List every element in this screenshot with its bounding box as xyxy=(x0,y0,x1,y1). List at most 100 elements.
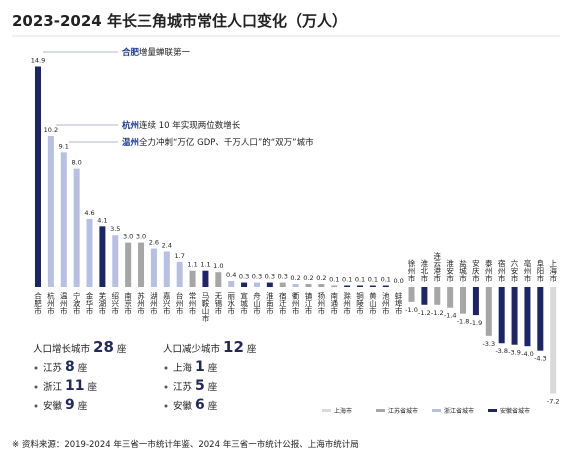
bullet xyxy=(164,385,168,389)
value-label: 14.9 xyxy=(31,56,45,64)
bar xyxy=(511,287,518,345)
item-unit: 座 xyxy=(88,381,98,393)
item-unit: 座 xyxy=(208,400,218,412)
bar xyxy=(447,287,454,308)
annotation-text: 增量蝉联第一 xyxy=(139,47,191,58)
annotation: 杭州连续 10 年实现两位数增长 xyxy=(122,120,241,131)
value-label: -1.8 xyxy=(457,318,470,326)
category-label: 丽水市 xyxy=(226,292,235,316)
summary-item: 浙江 11 座 xyxy=(43,378,98,394)
annotation: 温州全力冲刺“万亿 GDP、千万人口”的“双万”城市 xyxy=(122,137,314,148)
bar xyxy=(550,287,557,394)
bullet xyxy=(34,385,38,389)
value-label: 0.3 xyxy=(252,273,262,281)
item-label: 安徽 xyxy=(173,400,193,412)
bar xyxy=(382,285,389,287)
value-label: -1.2 xyxy=(418,309,431,317)
bar xyxy=(537,287,544,351)
value-label: -1.4 xyxy=(444,312,457,320)
category-label: 蚌埠市 xyxy=(394,291,403,316)
bar xyxy=(408,287,415,302)
value-label: -3.9 xyxy=(508,349,521,357)
category-label: 苏州市 xyxy=(136,291,145,316)
item-count: 8 xyxy=(65,359,75,375)
category-label: 宣城市 xyxy=(239,291,248,316)
annotation-highlight: 温州 xyxy=(122,137,139,148)
category-label: 芜湖市 xyxy=(98,291,107,316)
item-count: 1 xyxy=(195,359,205,375)
summary-count: 12 xyxy=(223,338,244,356)
value-label: 4.1 xyxy=(97,216,107,224)
summary-item: 江苏 5 座 xyxy=(173,378,218,394)
annotation-text: 连续 10 年实现两位数增长 xyxy=(139,120,241,131)
annotation-highlight: 杭州 xyxy=(122,120,139,131)
category-label: 马鞍山市 xyxy=(201,292,210,324)
bar xyxy=(279,282,286,287)
value-label: 0.2 xyxy=(303,274,313,282)
item-label: 江苏 xyxy=(173,381,193,393)
bar xyxy=(253,282,260,287)
value-label: 0.0 xyxy=(393,277,403,285)
category-label: 滁州市 xyxy=(342,291,351,316)
bar xyxy=(421,287,428,305)
bar xyxy=(73,168,80,287)
bar xyxy=(305,284,312,287)
category-label: 扬州市 xyxy=(317,291,326,316)
legend-label: 上海市 xyxy=(334,407,352,415)
value-label: -1.2 xyxy=(431,309,444,317)
bar xyxy=(228,281,235,287)
summary-unit: 座 xyxy=(117,343,127,355)
bar xyxy=(112,235,119,287)
bar xyxy=(434,287,441,305)
legend-label: 安徽省城市 xyxy=(500,407,530,415)
category-label: 淮北市 xyxy=(420,258,429,283)
item-count: 11 xyxy=(65,378,84,394)
summary-label: 人口减少城市 xyxy=(163,343,221,355)
category-label: 泰州市 xyxy=(484,258,493,283)
bar xyxy=(344,285,351,287)
value-label: 0.2 xyxy=(316,274,326,282)
bar xyxy=(35,66,41,287)
bar xyxy=(125,242,132,287)
item-count: 5 xyxy=(195,378,205,394)
value-label: -1.0 xyxy=(405,306,418,314)
value-label: 0.1 xyxy=(342,276,352,284)
annotation-text: 全力冲刺“万亿 GDP、千万人口”的“双万”城市 xyxy=(139,137,314,148)
value-label: 0.3 xyxy=(278,273,288,281)
category-label: 黄山市 xyxy=(368,291,377,316)
category-label: 湖州市 xyxy=(149,292,158,316)
value-label: 0.1 xyxy=(368,276,378,284)
value-label: -4.3 xyxy=(534,355,547,363)
bar xyxy=(472,287,479,316)
item-unit: 座 xyxy=(208,362,218,374)
value-label: -3.3 xyxy=(482,340,495,348)
category-label: 镇江市 xyxy=(304,291,313,316)
summary-count: 28 xyxy=(93,338,114,356)
legend-label: 江苏省城市 xyxy=(388,407,418,415)
bar xyxy=(241,282,248,287)
bar xyxy=(524,287,531,347)
legend-label: 浙江省城市 xyxy=(444,407,474,415)
bar xyxy=(138,242,145,287)
category-label: 合肥市 xyxy=(33,291,42,316)
bar xyxy=(86,218,93,287)
summary-item: 上海 1 座 xyxy=(173,359,218,375)
value-label: 4.6 xyxy=(84,209,94,217)
value-label: -7.2 xyxy=(547,398,560,406)
value-label: 1.1 xyxy=(187,261,197,269)
category-label: 盐城市 xyxy=(458,258,467,283)
summary-item: 安徽 6 座 xyxy=(173,397,218,413)
bar xyxy=(357,285,363,287)
summary-unit: 座 xyxy=(247,343,257,355)
bullet xyxy=(34,366,38,370)
value-label: 0.1 xyxy=(355,276,365,284)
category-label: 徐州市 xyxy=(407,258,416,283)
source-note: ※ 资料来源：2019-2024 年三省一市统计年鉴、2024 年三省一市统计公… xyxy=(12,439,359,450)
summary-heading: 人口增长城市 28 座 xyxy=(33,338,127,356)
value-label: 9.1 xyxy=(59,142,69,150)
item-label: 江苏 xyxy=(43,362,63,374)
category-label: 安庆市 xyxy=(471,258,480,283)
category-label: 南京市 xyxy=(123,291,132,316)
bar xyxy=(176,261,183,287)
category-label: 温州市 xyxy=(59,292,68,316)
